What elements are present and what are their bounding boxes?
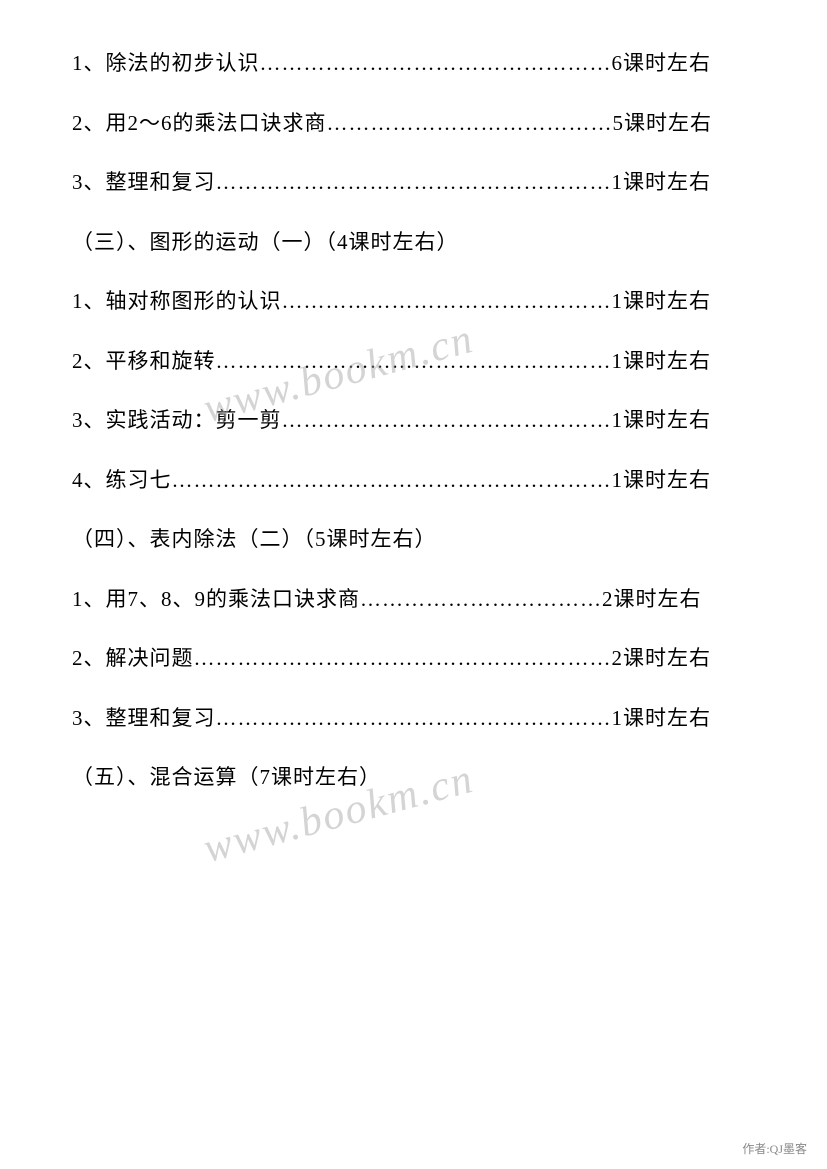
section-heading: （四）、表内除法（二）（5课时左右）: [72, 524, 755, 556]
toc-item: 1、除法的初步认识…………………………………………6课时左右: [72, 48, 755, 80]
toc-item: 2、解决问题…………………………………………………2课时左右: [72, 643, 755, 675]
toc-item: 3、整理和复习………………………………………………1课时左右: [72, 167, 755, 199]
toc-item: 1、轴对称图形的认识………………………………………1课时左右: [72, 286, 755, 318]
author-credit: 作者:QJ墨客: [742, 1140, 807, 1157]
section-heading: （三）、图形的运动（一）（4课时左右）: [72, 227, 755, 259]
section-heading: （五）、混合运算（7课时左右）: [72, 762, 755, 794]
toc-item: 4、练习七……………………………………………………1课时左右: [72, 465, 755, 497]
toc-item: 1、用7、8、9的乘法口诀求商……………………………2课时左右: [72, 584, 755, 616]
toc-item: 3、整理和复习………………………………………………1课时左右: [72, 703, 755, 735]
toc-item: 2、用2～6的乘法口诀求商…………………………………5课时左右: [72, 108, 755, 140]
toc-item: 2、平移和旋转………………………………………………1课时左右: [72, 346, 755, 378]
toc-item: 3、实践活动：剪一剪………………………………………1课时左右: [72, 405, 755, 437]
